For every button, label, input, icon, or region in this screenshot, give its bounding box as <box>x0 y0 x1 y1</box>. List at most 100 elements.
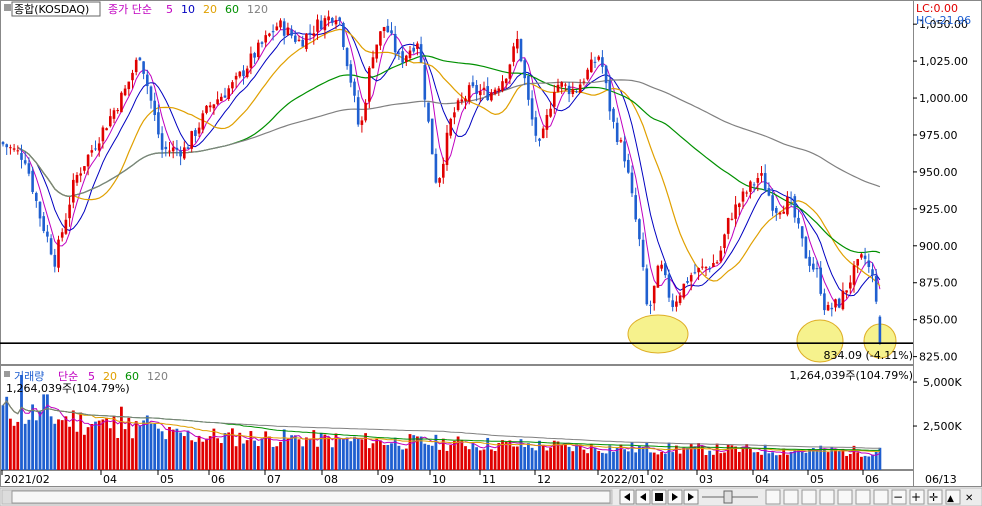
volume-bar <box>845 455 848 470</box>
plus-icon[interactable] <box>891 489 907 505</box>
candle-body <box>852 265 856 285</box>
crosshair-icon: ✛ <box>929 491 938 504</box>
candle-body <box>656 265 660 288</box>
volume-bar <box>490 449 493 470</box>
volume-bar <box>256 446 260 470</box>
candle-body <box>604 65 608 84</box>
chart-type-icon[interactable] <box>855 489 871 505</box>
volume-bar <box>641 447 645 470</box>
volume-bar <box>834 449 837 470</box>
volume-bar <box>419 436 423 470</box>
ma-period-5: 5 <box>166 3 173 16</box>
candle-body <box>79 173 82 176</box>
candle-body <box>319 20 323 30</box>
volume-bar <box>608 445 612 470</box>
volume-ma-period-20: 20 <box>103 370 117 383</box>
candle-body <box>375 44 378 59</box>
minus-icon[interactable] <box>873 489 889 505</box>
volume-bar <box>582 449 586 470</box>
time-tick-label: 05 <box>160 473 174 486</box>
candle-body <box>423 65 427 100</box>
volume-bar <box>53 423 57 470</box>
candle-body <box>260 42 264 44</box>
volume-bar <box>42 394 46 470</box>
volume-bar <box>741 446 745 470</box>
volume-bar <box>345 437 349 470</box>
volume-bar <box>645 442 649 470</box>
volume-bar <box>75 431 79 470</box>
volume-bar <box>623 449 626 470</box>
candle-body <box>364 102 367 121</box>
volume-bar <box>527 443 530 470</box>
chart-type-icon[interactable] <box>837 489 853 505</box>
candle-body <box>327 16 330 21</box>
volume-bar <box>493 450 497 470</box>
volume-bar <box>16 421 20 470</box>
zoom-slider-thumb[interactable] <box>723 490 733 504</box>
candle-body <box>268 33 271 36</box>
candle-body <box>234 75 238 80</box>
hc-label: HC:-21.96 <box>916 14 971 27</box>
candle-body <box>837 298 841 308</box>
candle-body <box>578 84 582 93</box>
candle-body <box>334 20 338 25</box>
volume-bar <box>205 438 208 470</box>
crosshair-icon[interactable] <box>909 489 925 505</box>
candle-body <box>630 172 634 194</box>
volume-bar <box>675 445 678 470</box>
symbol-box[interactable] <box>11 1 101 17</box>
volume-bar <box>767 453 771 470</box>
candle-body <box>164 146 168 150</box>
volume-bar <box>730 445 734 470</box>
fit-icon[interactable] <box>927 489 943 505</box>
candle-body <box>590 59 593 73</box>
volume-bar <box>519 439 523 470</box>
volume-bar <box>848 453 852 470</box>
chart-type-icon[interactable] <box>801 489 817 505</box>
volume-bar <box>268 436 271 470</box>
candle-body <box>615 122 619 143</box>
candle-body <box>138 57 142 61</box>
candle-body <box>830 307 834 310</box>
scroll-thumb[interactable] <box>11 490 611 504</box>
volume-bar <box>867 456 871 470</box>
candle-body <box>649 304 652 306</box>
chart-type-icon[interactable] <box>819 489 835 505</box>
candle-body <box>183 147 186 159</box>
candle-body <box>560 82 563 87</box>
chart-type-icon[interactable] <box>765 489 781 505</box>
candle-body <box>175 147 179 150</box>
candle-body <box>20 153 23 160</box>
volume-bar <box>327 437 330 470</box>
volume-bar <box>482 449 486 470</box>
volume-ma-line-20 <box>2 400 880 452</box>
candle-body <box>671 300 674 308</box>
candle-body <box>245 68 249 77</box>
symbol-label: 종합(KOSDAQ) <box>14 3 89 16</box>
candle-body <box>456 100 460 111</box>
chart-type-icon[interactable] <box>783 489 799 505</box>
candle-body <box>449 118 452 136</box>
volume-bar <box>700 446 704 470</box>
settings-icon[interactable] <box>945 489 961 505</box>
volume-bar <box>871 454 874 470</box>
volume-bar <box>112 416 116 470</box>
candle-body <box>793 196 797 218</box>
volume-bar <box>430 445 434 470</box>
volume-bar <box>208 436 212 470</box>
volume-bar <box>134 421 138 470</box>
candle-body <box>538 138 541 141</box>
volume-bar <box>231 428 234 470</box>
candle-body <box>57 239 60 268</box>
candle-body <box>419 44 423 63</box>
candle-body <box>264 35 267 43</box>
volume-bar <box>127 417 131 470</box>
time-tick-label: 2021/02 <box>4 473 50 486</box>
candle-body <box>390 30 393 34</box>
volume-bar <box>297 439 301 470</box>
volume-bar <box>334 433 338 470</box>
volume-bar <box>434 434 438 470</box>
volume-bar <box>497 443 501 470</box>
volume-bar <box>160 431 164 470</box>
